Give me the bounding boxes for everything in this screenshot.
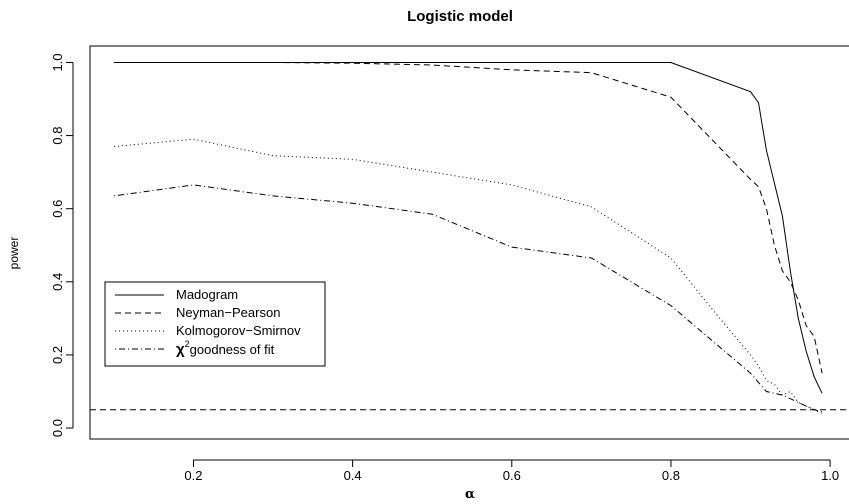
x-tick-label: 0.4 [344,468,362,483]
legend-chi-superscript: 2 [185,339,190,349]
y-tick-label: 0.6 [50,200,65,218]
y-tick-label: 0.4 [50,273,65,291]
x-tick-label: 0.2 [184,468,202,483]
legend-label-chi-squared: χ2goodness of fit [176,339,275,358]
x-tick-label: 0.8 [662,468,680,483]
legend-label-neyman-pearson: Neyman−Pearson [176,305,280,320]
legend-chi-symbol: χ [176,341,185,358]
chart-title: Logistic model [407,8,513,25]
y-tick-label: 1.0 [50,53,65,71]
legend-chi-text: goodness of fit [190,342,275,357]
x-axis: 0.2 0.4 0.6 0.8 1.0 [184,459,839,483]
y-tick-label: 0.0 [50,419,65,437]
series-line-2 [113,62,823,374]
legend-label-kolmogorov-smirnov: Kolmogorov−Smirnov [176,323,301,338]
x-tick-label: 1.0 [821,468,839,483]
legend: Madogram Neyman−Pearson Kolmogorov−Smirn… [104,281,326,367]
x-axis-label: α [465,487,475,502]
series-line-1 [113,62,823,394]
series-group [113,62,823,414]
legend-box [104,281,326,367]
series-line-4 [113,184,823,413]
legend-label-madogram: Madogram [176,287,238,302]
y-axis-label: power [7,237,21,270]
x-tick-label: 0.6 [503,468,521,483]
y-axis: 0.0 0.2 0.4 0.6 0.8 1.0 [50,53,74,437]
y-tick-label: 0.2 [50,346,65,364]
y-tick-label: 0.8 [50,127,65,145]
series-line-3 [113,138,823,414]
plot-frame [89,45,849,440]
